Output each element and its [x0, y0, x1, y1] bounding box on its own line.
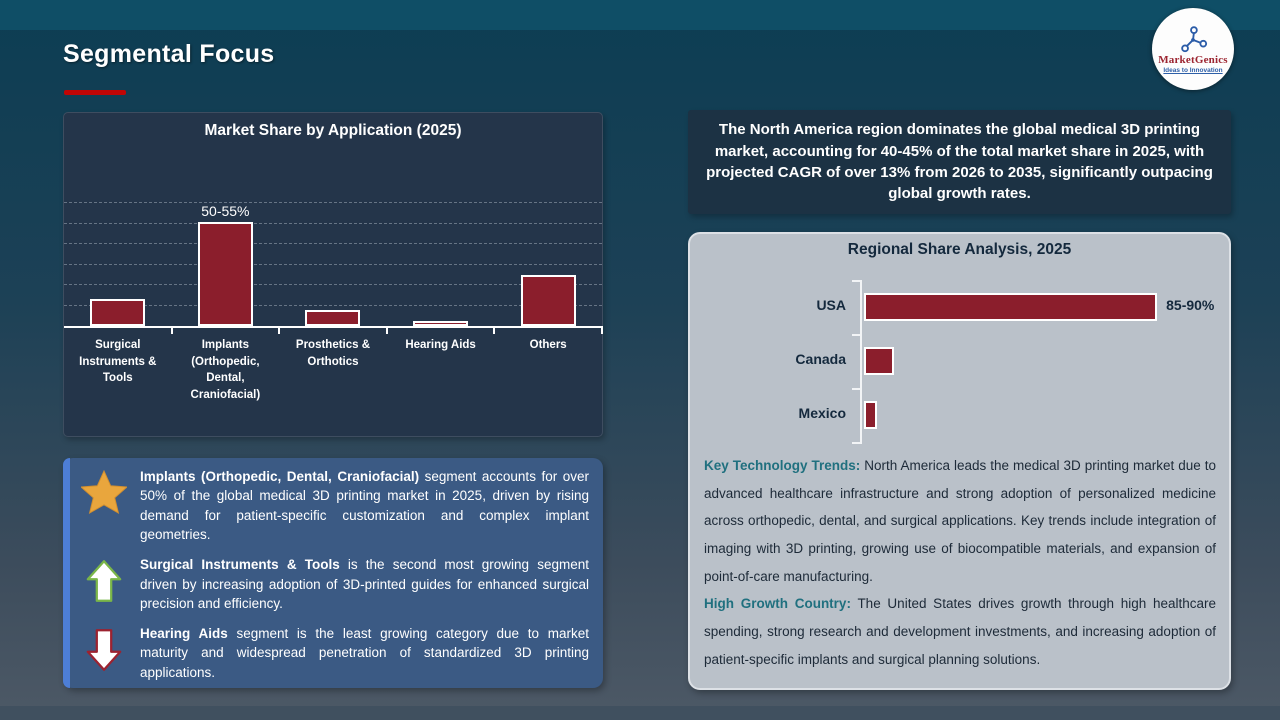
category-label-mexico: Mexico — [798, 405, 846, 421]
bar-value-label: 85-90% — [1166, 297, 1215, 313]
note-high-growth-country: High Growth Country: The United States d… — [704, 596, 1216, 667]
logo: MarketGenics Ideas to Innovation — [1152, 8, 1234, 90]
bar-usa — [864, 293, 1158, 321]
insight-item-hearing: Hearing Aids segment is the least growin… — [81, 624, 589, 682]
bar-others — [520, 274, 576, 326]
arrow-up-icon — [81, 555, 127, 604]
insights-accent-stripe — [63, 458, 70, 688]
arrow-down-icon — [81, 624, 127, 673]
regional-chart-title: Regional Share Analysis, 2025 — [847, 241, 1072, 258]
x-label-implants-orthopedic-dental-craniofacial: Implants (Orthopedic, Dental, Craniofaci… — [190, 339, 261, 402]
bar-mexico — [864, 401, 878, 429]
x-axis-labels: Surgical Instruments & Tools Implants (Or… — [64, 337, 602, 404]
category-label-usa: USA — [816, 297, 846, 313]
bar-surgical-instruments-tools — [90, 299, 146, 326]
axis-tick — [493, 326, 496, 334]
axis-tick — [852, 442, 862, 444]
insights-box: Implants (Orthopedic, Dental, Craniofaci… — [63, 458, 603, 688]
bottom-strip — [0, 706, 1280, 720]
x-axis-line — [64, 326, 602, 328]
star-icon — [81, 467, 127, 514]
molecule-icon — [1181, 25, 1208, 52]
axis-tick — [601, 326, 603, 334]
bar-slot — [494, 203, 602, 326]
bar-value-label: 50-55% — [201, 203, 250, 219]
gridline — [64, 243, 602, 244]
axis-tick — [852, 280, 862, 282]
application-chart-plot: 50-55% — [64, 202, 602, 326]
regional-notes: Key Technology Trends: North America lea… — [704, 452, 1216, 673]
x-label-others: Others — [529, 339, 567, 351]
axis-tick — [278, 326, 281, 334]
bar-hearing-aids — [413, 320, 469, 326]
insight-text: Implants (Orthopedic, Dental, Craniofaci… — [140, 469, 589, 542]
gridline — [64, 202, 602, 203]
insight-text: Hearing Aids segment is the least growin… — [140, 626, 589, 680]
application-chart-panel: Market Share by Application (2025) 50-55… — [63, 112, 603, 437]
regional-chart: USA 85-90% Canada Mexico — [690, 234, 1229, 688]
logo-tagline: Ideas to Innovation — [1163, 66, 1223, 74]
axis-tick — [852, 334, 862, 336]
bar-slot — [279, 203, 387, 326]
bar-slot — [64, 203, 172, 326]
bar-prosthetics-orthotics — [305, 309, 361, 326]
insight-text: Surgical Instruments & Tools is the seco… — [140, 557, 589, 611]
note-technology-trends: Key Technology Trends: North America lea… — [704, 458, 1216, 584]
top-strip — [0, 0, 1280, 30]
x-label-hearing-aids: Hearing Aids — [405, 339, 476, 351]
axis-tick — [385, 326, 388, 334]
insight-item-implants: Implants (Orthopedic, Dental, Craniofaci… — [81, 467, 589, 544]
gridline — [64, 304, 602, 306]
bar-implants-orthopedic-dental-craniofacial — [197, 222, 253, 326]
logo-name: MarketGenics — [1158, 53, 1228, 66]
bars: 50-55% — [64, 203, 602, 326]
bar-canada — [864, 347, 895, 375]
regional-analysis-panel: Regional Share Analysis, 2025 USA 85-90% C… — [688, 232, 1231, 690]
category-label-canada: Canada — [795, 351, 846, 367]
axis-tick — [170, 326, 173, 334]
axis-tick — [852, 388, 862, 390]
title-underline — [64, 90, 126, 95]
page-title: Segmental Focus — [63, 40, 275, 68]
gridline — [64, 222, 602, 224]
insight-item-surgical: Surgical Instruments & Tools is the seco… — [81, 555, 589, 613]
x-label-prosthetics-orthotics: Prosthetics & Orthotics — [295, 339, 371, 368]
region-summary-box: The North America region dominates the g… — [688, 110, 1231, 214]
bar-slot: 50-55% — [172, 203, 280, 326]
region-summary-text: The North America region dominates the g… — [706, 121, 1213, 203]
y-axis-line — [860, 280, 862, 442]
gridline — [64, 284, 602, 285]
gridline — [64, 263, 602, 265]
x-label-surgical-instruments-tools: Surgical Instruments & Tools — [79, 339, 157, 385]
application-chart-title: Market Share by Application (2025) — [204, 122, 462, 139]
bar-slot — [387, 203, 495, 326]
